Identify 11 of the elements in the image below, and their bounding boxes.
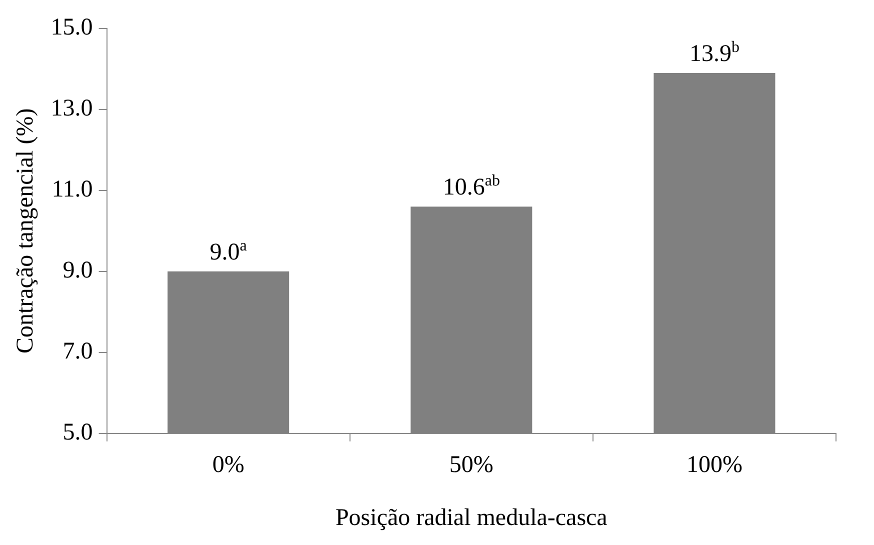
y-tick-label: 13.0 [50, 96, 93, 122]
x-tick-label: 0% [212, 452, 244, 478]
y-tick-label: 11.0 [52, 176, 93, 203]
x-tick-label: 100% [686, 452, 742, 478]
y-tick-label: 7.0 [62, 338, 93, 365]
x-axis-title: Posição radial medula-casca [335, 504, 608, 531]
y-tick-label: 15.0 [50, 14, 93, 41]
x-tick-label: 50% [449, 452, 494, 478]
y-axis-title: Contração tangencial (%) [12, 108, 39, 354]
y-tick-label: 5.0 [62, 420, 93, 446]
y-tick-label: 9.0 [62, 258, 93, 284]
